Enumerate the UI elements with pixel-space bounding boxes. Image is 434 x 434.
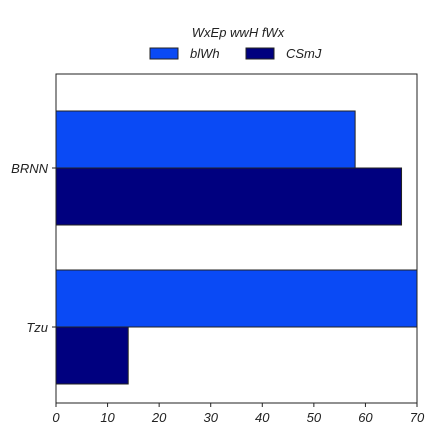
x-tick-label: 20 xyxy=(151,410,167,425)
legend-label-blwh: blWh xyxy=(190,46,220,61)
y-tick-label: Tzu xyxy=(26,320,48,335)
y-tick-label: BRNN xyxy=(11,161,48,176)
bars-group xyxy=(55,110,418,385)
legend-swatch-blwh xyxy=(149,47,179,60)
bar-csmj-brnn xyxy=(55,167,403,226)
x-tick-label: 50 xyxy=(307,410,322,425)
legend-label-csmj: CSmJ xyxy=(286,46,322,61)
legend-items: blWh CSmJ xyxy=(149,46,322,61)
x-tick-label: 10 xyxy=(100,410,115,425)
plot-frame xyxy=(55,73,418,404)
x-axis: 0 10 20 30 40 50 60 70 xyxy=(52,403,425,425)
y-axis: BRNN Tzu xyxy=(11,161,56,335)
bar-blwh-brnn xyxy=(55,110,356,169)
legend: WxEp wwH fWx blWh CSmJ xyxy=(149,25,322,61)
bar-csmj-tzu xyxy=(55,326,129,385)
x-tick-label: 30 xyxy=(203,410,218,425)
bar-blwh-tzu xyxy=(55,269,418,328)
x-tick-label: 60 xyxy=(358,410,373,425)
x-tick-label: 0 xyxy=(52,410,60,425)
x-tick-label: 70 xyxy=(410,410,425,425)
legend-swatch-csmj xyxy=(245,47,275,60)
legend-title: WxEp wwH fWx xyxy=(192,25,285,40)
x-tick-label: 40 xyxy=(255,410,270,425)
